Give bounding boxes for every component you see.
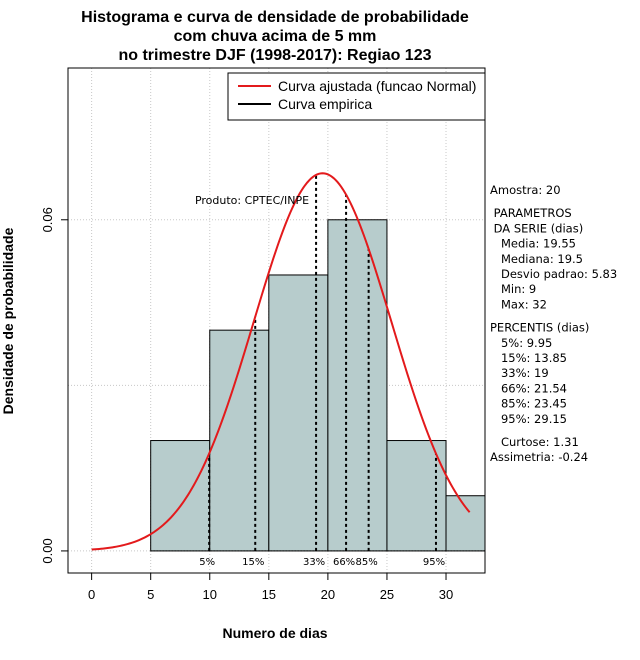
stats-line: 33%: 19 <box>490 366 549 380</box>
stats-line: Mediana: 19.5 <box>490 252 583 266</box>
stats-line: Min: 9 <box>490 282 536 296</box>
chart-title-line-1: Histograma e curva de densidade de proba… <box>81 9 469 26</box>
histogram-bar <box>209 329 270 552</box>
percentile-label: 66% <box>333 557 355 568</box>
histogram-bar <box>150 440 211 552</box>
stats-line: 85%: 23.45 <box>490 397 567 411</box>
legend-box <box>227 72 486 121</box>
stats-panel: Amostra: 20 PARAMETROS DA SERIE (dias) M… <box>490 183 617 464</box>
stats-line: 95%: 29.15 <box>490 412 567 426</box>
y-axis: 0.00 0.06 <box>40 207 69 564</box>
x-tick-label: 0 <box>88 587 95 602</box>
chart-title-line-3: no trimestre DJF (1998-2017): Regiao 123 <box>118 47 431 64</box>
percentile-label: 85% <box>356 557 378 568</box>
y-axis-title: Densidade de probabilidade <box>0 227 16 414</box>
stats-line: 66%: 21.54 <box>490 381 567 395</box>
product-credit: Produto: CPTEC/INPE <box>195 194 309 207</box>
stats-line: DA SERIE (dias) <box>490 221 583 235</box>
stats-line: Desvio padrao: 5.83 <box>490 267 617 281</box>
stats-line: 5%: 9.95 <box>490 336 552 350</box>
x-tick-label: 30 <box>439 587 453 602</box>
histogram-bar <box>327 219 388 552</box>
x-tick-label: 25 <box>380 587 394 602</box>
legend-fitted-label: Curva ajustada (funcao Normal) <box>278 78 476 94</box>
stats-line: Media: 19.55 <box>490 237 576 251</box>
stats-line: PARAMETROS <box>490 206 572 220</box>
chart-title-line-2: com chuva acima de 5 mm <box>174 28 377 45</box>
stats-line: Curtose: 1.31 <box>490 435 579 449</box>
x-tick-label: 10 <box>203 587 217 602</box>
histogram-bar <box>445 495 486 552</box>
legend-empirical-label: Curva empirica <box>278 96 372 112</box>
x-tick-label: 15 <box>262 587 276 602</box>
stats-line: Max: 32 <box>490 297 547 311</box>
percentile-label: 5% <box>199 557 215 568</box>
percentile-lines: 5% 15% 33% 66% 85% 95% <box>199 174 445 568</box>
chart-title: Histograma e curva de densidade de proba… <box>81 9 469 64</box>
y-tick-label: 0.00 <box>40 538 55 563</box>
histogram-bar <box>268 274 329 552</box>
percentile-label: 33% <box>303 557 325 568</box>
x-tick-label: 20 <box>321 587 335 602</box>
x-tick-label: 5 <box>147 587 154 602</box>
stats-line: 15%: 13.85 <box>490 351 567 365</box>
fitted-curve-line <box>91 172 471 551</box>
fitted-curve <box>91 172 471 551</box>
stats-line: PERCENTIS (dias) <box>490 321 589 335</box>
x-axis: 0 5 10 15 20 25 30 <box>88 572 453 602</box>
percentile-label: 15% <box>242 557 264 568</box>
x-axis-title: Numero de dias <box>222 625 327 641</box>
stats-line: Amostra: 20 <box>490 183 561 197</box>
percentile-label: 95% <box>423 557 445 568</box>
legend: Curva ajustada (funcao Normal) Curva emp… <box>227 72 486 121</box>
y-tick-label: 0.06 <box>40 207 55 232</box>
stats-line: Assimetria: -0.24 <box>490 450 588 464</box>
